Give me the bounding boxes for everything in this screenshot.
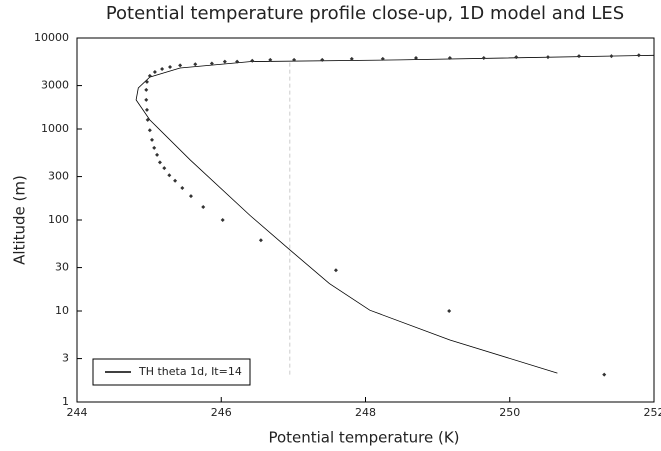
- data-point: [162, 166, 167, 171]
- y-tick-label: 3: [62, 352, 69, 365]
- x-tick-label: 248: [355, 406, 376, 419]
- data-point: [150, 137, 155, 142]
- data-point: [173, 178, 178, 183]
- data-point: [609, 54, 614, 59]
- x-axis-label: Potential temperature (K): [268, 429, 459, 447]
- data-point: [168, 65, 173, 70]
- x-tick-label: 252: [644, 406, 661, 419]
- data-point: [180, 185, 185, 190]
- y-tick-label: 1000: [41, 122, 69, 135]
- data-point: [514, 55, 519, 60]
- data-point: [636, 53, 641, 58]
- data-point: [209, 61, 214, 66]
- data-point: [167, 173, 172, 178]
- y-tick-label: 1: [62, 395, 69, 408]
- data-point: [481, 55, 486, 60]
- data-point: [222, 59, 227, 64]
- data-point: [250, 58, 255, 63]
- data-point: [144, 107, 149, 112]
- y-tick-label: 300: [48, 170, 69, 183]
- data-point: [268, 57, 273, 62]
- y-axis-label: Altitude (m): [11, 175, 29, 265]
- data-point: [576, 54, 581, 59]
- data-point: [193, 62, 198, 67]
- y-tick-label: 3000: [41, 79, 69, 92]
- data-point: [380, 56, 385, 61]
- y-tick-label: 30: [55, 261, 69, 274]
- data-point: [545, 55, 550, 60]
- data-point: [413, 55, 418, 60]
- data-point: [235, 59, 240, 64]
- y-tick-label: 100: [48, 213, 69, 226]
- data-point: [188, 194, 193, 199]
- data-point: [152, 70, 157, 75]
- x-tick-label: 244: [67, 406, 88, 419]
- legend-label: TH theta 1d, It=14: [138, 365, 242, 378]
- series-line: [135, 54, 655, 374]
- data-point: [292, 57, 297, 62]
- data-point: [160, 67, 165, 72]
- data-point: [447, 55, 452, 60]
- data-point: [147, 128, 152, 133]
- data-point: [155, 152, 160, 157]
- data-point: [144, 97, 149, 102]
- data-point: [157, 160, 162, 165]
- data-point: [602, 372, 607, 377]
- data-point: [220, 218, 225, 222]
- data-point: [201, 204, 206, 209]
- data-point: [147, 73, 152, 78]
- data-point: [145, 117, 150, 122]
- data-point: [320, 57, 325, 62]
- data-point: [333, 268, 338, 273]
- chart-title: Potential temperature profile close-up, …: [106, 3, 624, 24]
- x-tick-label: 246: [211, 406, 232, 419]
- data-point: [349, 56, 354, 61]
- data-point: [447, 309, 452, 313]
- data-point: [144, 79, 149, 84]
- data-point: [258, 238, 263, 243]
- data-point: [178, 63, 183, 68]
- x-tick-label: 250: [499, 406, 520, 419]
- y-tick-label: 10: [55, 304, 69, 317]
- data-point: [144, 87, 149, 92]
- data-point: [152, 145, 157, 150]
- y-tick-label: 10000: [34, 31, 69, 44]
- plot-frame: [76, 37, 655, 403]
